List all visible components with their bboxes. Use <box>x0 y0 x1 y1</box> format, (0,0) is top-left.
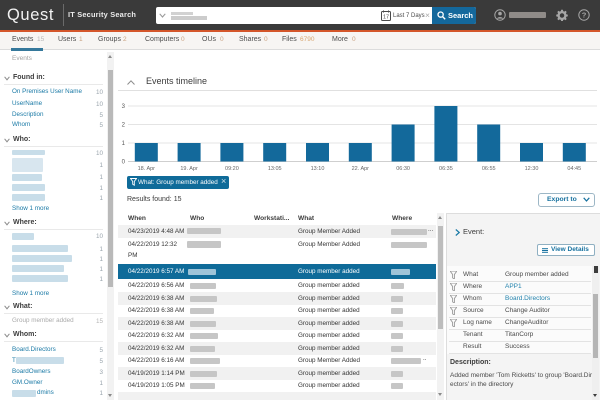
svg-text:19. Apr: 19. Apr <box>180 166 198 172</box>
svg-text:1: 1 <box>122 141 126 147</box>
svg-text:06:35: 06:35 <box>439 166 453 172</box>
svg-text:06:30: 06:30 <box>396 166 410 172</box>
svg-text:17: 17 <box>383 15 389 21</box>
svg-text:18. Apr: 18. Apr <box>138 166 156 172</box>
svg-text:22. Apr: 22. Apr <box>352 166 370 172</box>
svg-text:13:10: 13:10 <box>311 166 325 172</box>
svg-text:?: ? <box>582 11 587 20</box>
svg-text:3: 3 <box>122 104 126 110</box>
svg-text:09:20: 09:20 <box>225 166 239 172</box>
svg-text:12:30: 12:30 <box>525 166 539 172</box>
svg-text:13:05: 13:05 <box>268 166 282 172</box>
svg-text:06:55: 06:55 <box>482 166 496 172</box>
svg-text:04:45: 04:45 <box>567 166 581 172</box>
svg-text:0: 0 <box>122 160 126 166</box>
svg-text:2: 2 <box>122 123 126 129</box>
